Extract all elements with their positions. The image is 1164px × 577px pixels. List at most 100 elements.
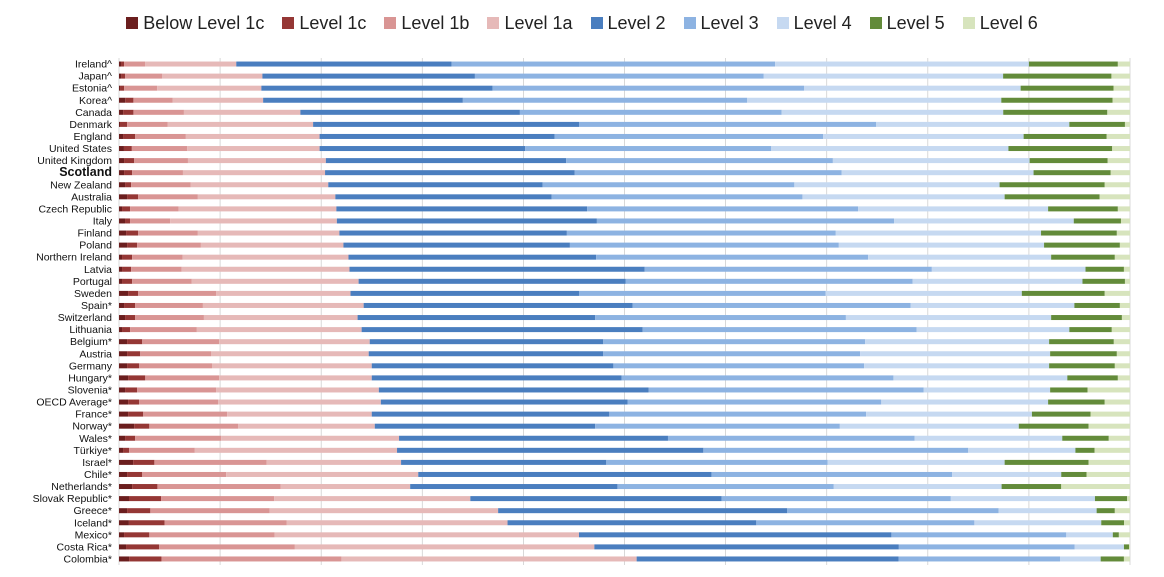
bar-segment	[579, 532, 892, 538]
bar-segment	[893, 375, 1068, 381]
bar-segment	[613, 363, 865, 369]
bar-segment	[341, 556, 637, 562]
bar-segment	[1094, 447, 1130, 453]
bar-segment	[121, 73, 126, 79]
bar-segment	[1096, 508, 1115, 514]
bar-segment	[149, 423, 239, 429]
bar-segment	[1004, 459, 1089, 465]
bar-segment	[119, 447, 124, 453]
bar-segment	[335, 194, 552, 200]
bar-segment	[181, 266, 350, 272]
bar-segment	[1117, 206, 1130, 212]
bar-segment	[135, 302, 203, 308]
bar-segment	[462, 97, 748, 103]
legend-label: Level 2	[607, 12, 666, 33]
bar-segment	[325, 170, 575, 176]
bar-segment	[891, 532, 1067, 538]
bar-segment	[1114, 363, 1130, 369]
bar-segment	[124, 158, 135, 164]
bar-segment	[860, 351, 1051, 357]
category-label: Iceland*	[74, 517, 112, 529]
bar-segment	[219, 339, 370, 345]
bar-segment	[1119, 302, 1130, 308]
bar-segment	[280, 484, 411, 490]
bar-segment	[1049, 363, 1115, 369]
bar-segment	[1123, 556, 1130, 562]
legend-label: Level 3	[700, 12, 759, 33]
bar-segment	[122, 278, 133, 284]
category-label: Ireland^	[75, 59, 112, 71]
category-label: Netherlands*	[51, 481, 112, 493]
bar-segment	[119, 315, 126, 321]
bar-segment	[451, 61, 776, 67]
category-label: Denmark	[69, 119, 112, 131]
bar-segment	[470, 496, 722, 502]
bar-segment	[162, 73, 263, 79]
bar-segment	[350, 290, 580, 296]
bar-segment	[1067, 375, 1118, 381]
category-label: Israel*	[82, 457, 112, 469]
bar-segment	[1107, 109, 1130, 115]
legend-swatch	[962, 17, 975, 29]
bar-segment	[119, 242, 128, 248]
bar-segment	[127, 471, 143, 477]
legend-swatch	[776, 17, 789, 29]
legend-item: Level 2	[590, 12, 666, 34]
bar-segment	[130, 218, 171, 224]
bar-segment	[122, 266, 132, 272]
bar-segment	[127, 339, 143, 345]
bar-segment	[579, 290, 826, 296]
category-label: Wales*	[79, 433, 112, 445]
bar-segment	[134, 158, 188, 164]
bar-segment	[119, 399, 129, 405]
bar-segment	[145, 61, 237, 67]
bar-segment	[1090, 411, 1130, 417]
bar-segment	[923, 387, 1051, 393]
bar-segment	[182, 170, 326, 176]
bar-segment	[261, 85, 493, 91]
bar-segment	[154, 459, 267, 465]
bar-segment	[1128, 544, 1130, 550]
bar-segment	[636, 556, 899, 562]
bar-segment	[119, 363, 128, 369]
bar-segment	[236, 61, 452, 67]
bar-segment	[132, 484, 158, 490]
bar-segment	[216, 290, 351, 296]
bar-segment	[839, 423, 1019, 429]
bar-segment	[124, 170, 133, 176]
bar-segment	[380, 399, 628, 405]
bar-segment	[212, 363, 372, 369]
bar-segment	[122, 327, 131, 333]
bar-segment	[542, 182, 795, 188]
bar-segment	[129, 447, 195, 453]
bar-segment	[319, 133, 555, 139]
bar-segment	[119, 254, 123, 260]
bar-segment	[1117, 61, 1130, 67]
bar-segment	[133, 97, 173, 103]
bar-segment	[1061, 484, 1130, 490]
bar-segment	[595, 315, 846, 321]
category-label: Slovenia*	[68, 384, 112, 396]
bar-segment	[218, 399, 381, 405]
bar-segment	[134, 423, 150, 429]
bar-segment	[841, 170, 1034, 176]
bar-segment	[361, 327, 643, 333]
legend-item: Level 1c	[282, 13, 366, 34]
bar-segment	[119, 170, 125, 176]
bar-segment	[119, 302, 125, 308]
bar-segment	[596, 218, 895, 224]
bar-segment	[554, 133, 824, 139]
bar-segment	[881, 399, 1049, 405]
bar-segment	[858, 206, 1049, 212]
bar-segment	[128, 411, 144, 417]
bar-segment	[300, 109, 520, 115]
bar-segment	[200, 242, 344, 248]
bar-segment	[131, 266, 182, 272]
category-label: Colombia*	[64, 553, 112, 565]
bar-segment	[1118, 532, 1130, 538]
bar-segment	[1108, 435, 1130, 441]
bar-segment	[328, 182, 543, 188]
bar-segment	[119, 387, 126, 393]
bar-segment	[642, 327, 917, 333]
bar-segment	[802, 194, 1005, 200]
